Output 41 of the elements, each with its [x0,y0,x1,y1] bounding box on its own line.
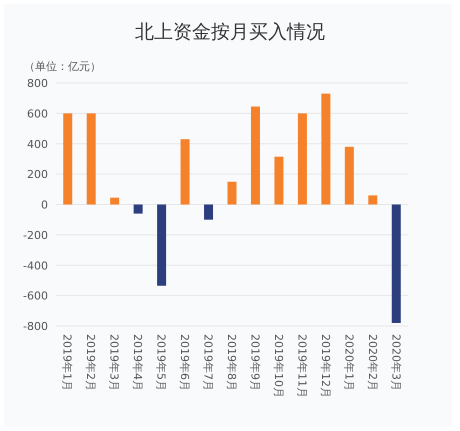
bar [368,195,378,204]
y-tick-label: 0 [41,198,48,212]
x-tick-label: 2019年10月 [272,334,285,398]
x-tick-label: 2019年6月 [178,334,192,391]
x-tick-label: 2019年9月 [248,334,262,391]
x-tick-label: 2019年8月 [225,334,238,391]
x-tick-label: 2019年4月 [131,334,144,391]
x-tick-label: 2019年1月 [60,334,74,391]
bar [204,204,214,220]
x-tick-label: 2020年2月 [366,334,379,391]
bar [134,204,143,214]
y-tick-label: -600 [23,290,48,303]
x-tick-label: 2020年1月 [342,334,356,391]
chart-title: 北上资金按月买入情况 [135,21,325,43]
y-tick-label: -200 [23,228,48,242]
y-tick-label: 600 [27,107,48,120]
bar [321,94,330,204]
bar [157,204,166,286]
bar [250,106,260,204]
x-tick-label: 2019年7月 [202,334,215,391]
bar [228,182,236,204]
y-tick-label: 200 [27,168,48,182]
x-tick-label: 2019年12月 [318,334,332,398]
y-axis-title: （单位：亿元） [24,60,101,73]
bar [63,113,72,204]
bar [298,113,307,204]
x-tick-label: 2019年5月 [154,334,168,391]
y-tick-label: 400 [27,138,48,151]
bar [274,156,284,204]
y-tick-label: -400 [23,259,48,272]
x-tick-label: 2019年11月 [295,334,308,398]
x-tick-label: 2019年3月 [108,334,121,391]
y-tick-label: 800 [27,77,48,90]
bar [392,204,401,323]
x-tick-label: 2019年2月 [84,334,98,391]
y-tick-label: -800 [23,320,48,333]
x-tick-label: 2020年3月 [389,334,402,391]
bar [86,113,96,204]
bar [110,198,120,204]
bar [180,139,190,204]
bar [344,146,354,204]
